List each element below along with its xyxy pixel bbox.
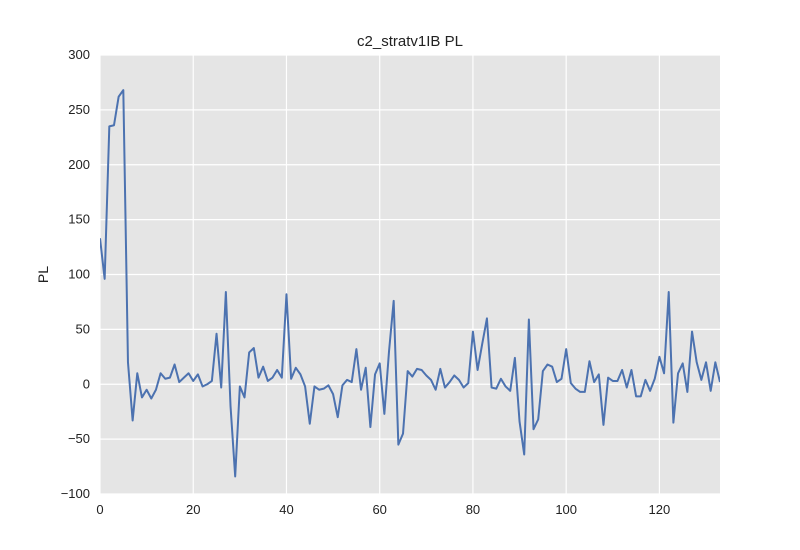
x-tick-label: 80 bbox=[466, 502, 480, 517]
y-tick-label: 0 bbox=[83, 376, 90, 391]
x-tick-label: 20 bbox=[186, 502, 200, 517]
x-tick-label: 120 bbox=[649, 502, 671, 517]
x-tick-label: 60 bbox=[372, 502, 386, 517]
y-tick-label: 250 bbox=[68, 102, 90, 117]
grid-lines bbox=[99, 54, 720, 495]
x-tick-label: 100 bbox=[555, 502, 577, 517]
x-tick-label: 0 bbox=[96, 502, 103, 517]
y-tick-label: 300 bbox=[68, 47, 90, 62]
plot-area bbox=[100, 89, 720, 478]
series-line bbox=[100, 89, 720, 478]
y-axis-label: PL bbox=[35, 266, 51, 283]
y-tick-label: −100 bbox=[61, 486, 90, 501]
x-tick-label: 40 bbox=[279, 502, 293, 517]
y-tick-label: 50 bbox=[76, 321, 90, 336]
y-tick-label: 200 bbox=[68, 157, 90, 172]
y-axis-ticks: −100 −50 0 50 100 150 200 250 300 bbox=[61, 47, 90, 501]
y-tick-label: 150 bbox=[68, 212, 90, 227]
x-axis-ticks: 0 20 40 60 80 100 120 bbox=[96, 502, 670, 517]
y-tick-label: 100 bbox=[68, 267, 90, 282]
chart-title: c2_stratv1IB PL bbox=[357, 33, 463, 50]
y-tick-label: −50 bbox=[68, 431, 90, 446]
